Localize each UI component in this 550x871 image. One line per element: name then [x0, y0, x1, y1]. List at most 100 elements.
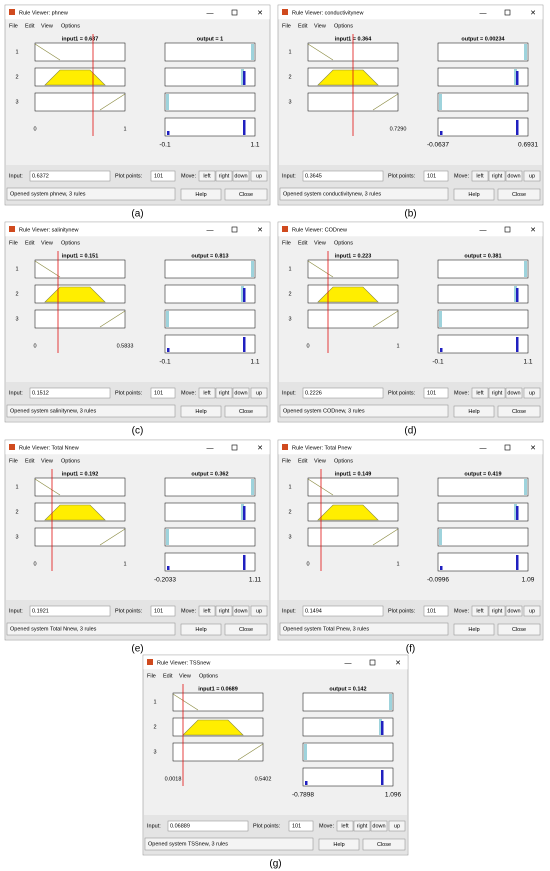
menu-item[interactable]: File	[9, 458, 18, 464]
move-button[interactable]	[523, 387, 541, 399]
menu-item[interactable]: Options	[61, 23, 80, 29]
move-button[interactable]	[523, 170, 541, 182]
maximize[interactable]	[231, 444, 238, 451]
move-button[interactable]	[471, 170, 489, 182]
move-button[interactable]	[250, 605, 268, 617]
move-button[interactable]	[198, 387, 216, 399]
input-field[interactable]	[29, 387, 111, 399]
input-field[interactable]	[302, 387, 384, 399]
menu-item[interactable]: View	[314, 240, 326, 246]
menu-item[interactable]: Edit	[25, 23, 35, 29]
plot-points-field[interactable]	[288, 820, 314, 832]
plot-points-field[interactable]	[423, 170, 449, 182]
move-button[interactable]	[215, 605, 233, 617]
help-button[interactable]	[453, 188, 495, 201]
close-window[interactable]: ✕	[257, 10, 263, 17]
move-button[interactable]	[471, 605, 489, 617]
menu-item[interactable]: View	[41, 240, 53, 246]
move-button[interactable]	[336, 820, 354, 832]
menu-item[interactable]: File	[9, 240, 18, 246]
menu-item[interactable]: Edit	[25, 240, 35, 246]
close-button[interactable]	[224, 188, 268, 201]
menu-item[interactable]: Edit	[298, 240, 308, 246]
menu-item[interactable]: Edit	[298, 23, 308, 29]
maximize[interactable]	[504, 444, 511, 451]
input-field[interactable]	[29, 170, 111, 182]
maximize[interactable]	[504, 9, 511, 16]
close-button[interactable]	[497, 623, 541, 636]
menu-item[interactable]: Options	[61, 458, 80, 464]
close-window[interactable]: ✕	[530, 227, 536, 234]
menu-item[interactable]: View	[179, 673, 191, 679]
close-button[interactable]	[224, 405, 268, 418]
help-button[interactable]	[453, 623, 495, 636]
menu-item[interactable]: Options	[334, 240, 353, 246]
plot-points-field[interactable]	[150, 170, 176, 182]
help-button[interactable]	[180, 405, 222, 418]
move-button[interactable]	[488, 170, 506, 182]
menu-item[interactable]: View	[314, 458, 326, 464]
close-window[interactable]: ✕	[530, 445, 536, 452]
minimize[interactable]: —	[207, 445, 214, 452]
help-button[interactable]	[318, 838, 360, 851]
menu-item[interactable]: Options	[61, 240, 80, 246]
maximize[interactable]	[231, 226, 238, 233]
move-button[interactable]	[523, 605, 541, 617]
minimize[interactable]: —	[480, 445, 487, 452]
move-button[interactable]	[232, 387, 250, 399]
menu-item[interactable]: Options	[199, 673, 218, 679]
plot-points-field[interactable]	[150, 605, 176, 617]
move-button[interactable]	[370, 820, 388, 832]
help-button[interactable]	[180, 188, 222, 201]
input-field[interactable]	[29, 605, 111, 617]
close-button[interactable]	[362, 838, 406, 851]
move-button[interactable]	[505, 387, 523, 399]
menu-item[interactable]: Options	[334, 23, 353, 29]
close-window[interactable]: ✕	[530, 10, 536, 17]
minimize[interactable]: —	[345, 660, 352, 667]
menu-item[interactable]: File	[9, 23, 18, 29]
move-button[interactable]	[505, 605, 523, 617]
input-field[interactable]	[302, 605, 384, 617]
move-button[interactable]	[215, 170, 233, 182]
move-button[interactable]	[388, 820, 406, 832]
close-button[interactable]	[497, 188, 541, 201]
close-window[interactable]: ✕	[395, 660, 401, 667]
move-button[interactable]	[198, 170, 216, 182]
plot-points-field[interactable]	[150, 387, 176, 399]
help-button[interactable]	[180, 623, 222, 636]
menu-item[interactable]: File	[282, 240, 291, 246]
move-button[interactable]	[505, 170, 523, 182]
plot-points-field[interactable]	[423, 605, 449, 617]
menu-item[interactable]: View	[314, 23, 326, 29]
menu-item[interactable]: Edit	[298, 458, 308, 464]
plot-points-field[interactable]	[423, 387, 449, 399]
minimize[interactable]: —	[480, 227, 487, 234]
minimize[interactable]: —	[207, 10, 214, 17]
maximize[interactable]	[231, 9, 238, 16]
move-button[interactable]	[232, 170, 250, 182]
maximize[interactable]	[504, 226, 511, 233]
move-button[interactable]	[250, 170, 268, 182]
close-window[interactable]: ✕	[257, 227, 263, 234]
minimize[interactable]: —	[207, 227, 214, 234]
move-button[interactable]	[250, 387, 268, 399]
close-button[interactable]	[497, 405, 541, 418]
menu-item[interactable]: File	[147, 673, 156, 679]
move-button[interactable]	[488, 387, 506, 399]
move-button[interactable]	[353, 820, 371, 832]
menu-item[interactable]: View	[41, 458, 53, 464]
move-button[interactable]	[471, 387, 489, 399]
input-field[interactable]	[302, 170, 384, 182]
move-button[interactable]	[198, 605, 216, 617]
maximize[interactable]	[369, 659, 376, 666]
close-window[interactable]: ✕	[257, 445, 263, 452]
minimize[interactable]: —	[480, 10, 487, 17]
close-button[interactable]	[224, 623, 268, 636]
help-button[interactable]	[453, 405, 495, 418]
menu-item[interactable]: File	[282, 23, 291, 29]
input-field[interactable]	[167, 820, 249, 832]
move-button[interactable]	[232, 605, 250, 617]
menu-item[interactable]: File	[282, 458, 291, 464]
menu-item[interactable]: Options	[334, 458, 353, 464]
